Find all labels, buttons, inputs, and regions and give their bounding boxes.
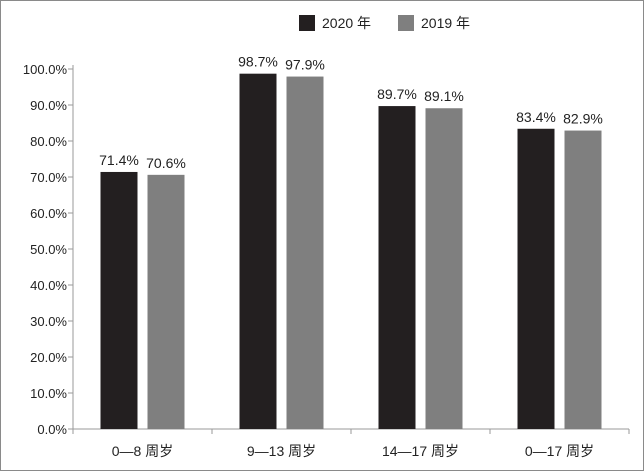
y-tick-label: 20.0%	[30, 350, 67, 365]
y-tick-label: 70.0%	[30, 170, 67, 185]
y-tick-label: 90.0%	[30, 98, 67, 113]
chart-legend: 2020 年 2019 年	[299, 15, 470, 31]
x-category-label: 0—17 周岁	[525, 443, 594, 459]
legend-swatch	[398, 15, 414, 31]
y-tick-label: 0.0%	[37, 422, 67, 437]
bar-series1	[517, 128, 555, 429]
bar-series1	[378, 106, 416, 429]
legend-swatch	[299, 15, 315, 31]
bar-value-label: 89.7%	[377, 86, 417, 102]
bar-value-label: 97.9%	[285, 57, 325, 73]
bar-series2	[425, 108, 463, 430]
bar-value-label: 70.6%	[146, 155, 186, 171]
bar-series2	[286, 76, 324, 429]
y-tick-label: 50.0%	[30, 242, 67, 257]
bars-group	[100, 73, 602, 430]
legend-label: 2020 年	[322, 15, 371, 31]
bar-value-label: 83.4%	[516, 109, 556, 125]
x-axis: 0—8 周岁 9—13 周岁 14—17 周岁 0—17 周岁	[72, 428, 630, 459]
x-category-label: 0—8 周岁	[112, 443, 173, 459]
bar-value-label: 89.1%	[424, 88, 464, 104]
bar-value-label: 98.7%	[238, 54, 278, 70]
y-axis: 0.0% 10.0% 20.0% 30.0% 40.0% 50.0% 60.0% 70.0% 8…	[23, 62, 74, 437]
y-tick-label: 10.0%	[30, 386, 67, 401]
y-tick-label: 30.0%	[30, 314, 67, 329]
y-tick-label: 40.0%	[30, 278, 67, 293]
bar-series1	[100, 171, 138, 429]
x-category-label: 9—13 周岁	[247, 443, 316, 459]
bar-series2	[147, 174, 185, 429]
bar-series1	[239, 73, 277, 430]
y-tick-label: 80.0%	[30, 134, 67, 149]
legend-label: 2019 年	[421, 15, 470, 31]
bar-value-label: 82.9%	[563, 111, 603, 127]
data-labels-group: 71.4% 70.6% 98.7% 97.9% 89.7% 89.1% 83.4% 82.9%	[99, 54, 603, 171]
y-tick-label: 60.0%	[30, 206, 67, 221]
bar-series2	[564, 130, 602, 429]
x-category-label: 14—17 周岁	[382, 443, 459, 459]
y-tick-label: 100.0%	[23, 62, 68, 77]
bar-value-label: 71.4%	[99, 152, 139, 168]
